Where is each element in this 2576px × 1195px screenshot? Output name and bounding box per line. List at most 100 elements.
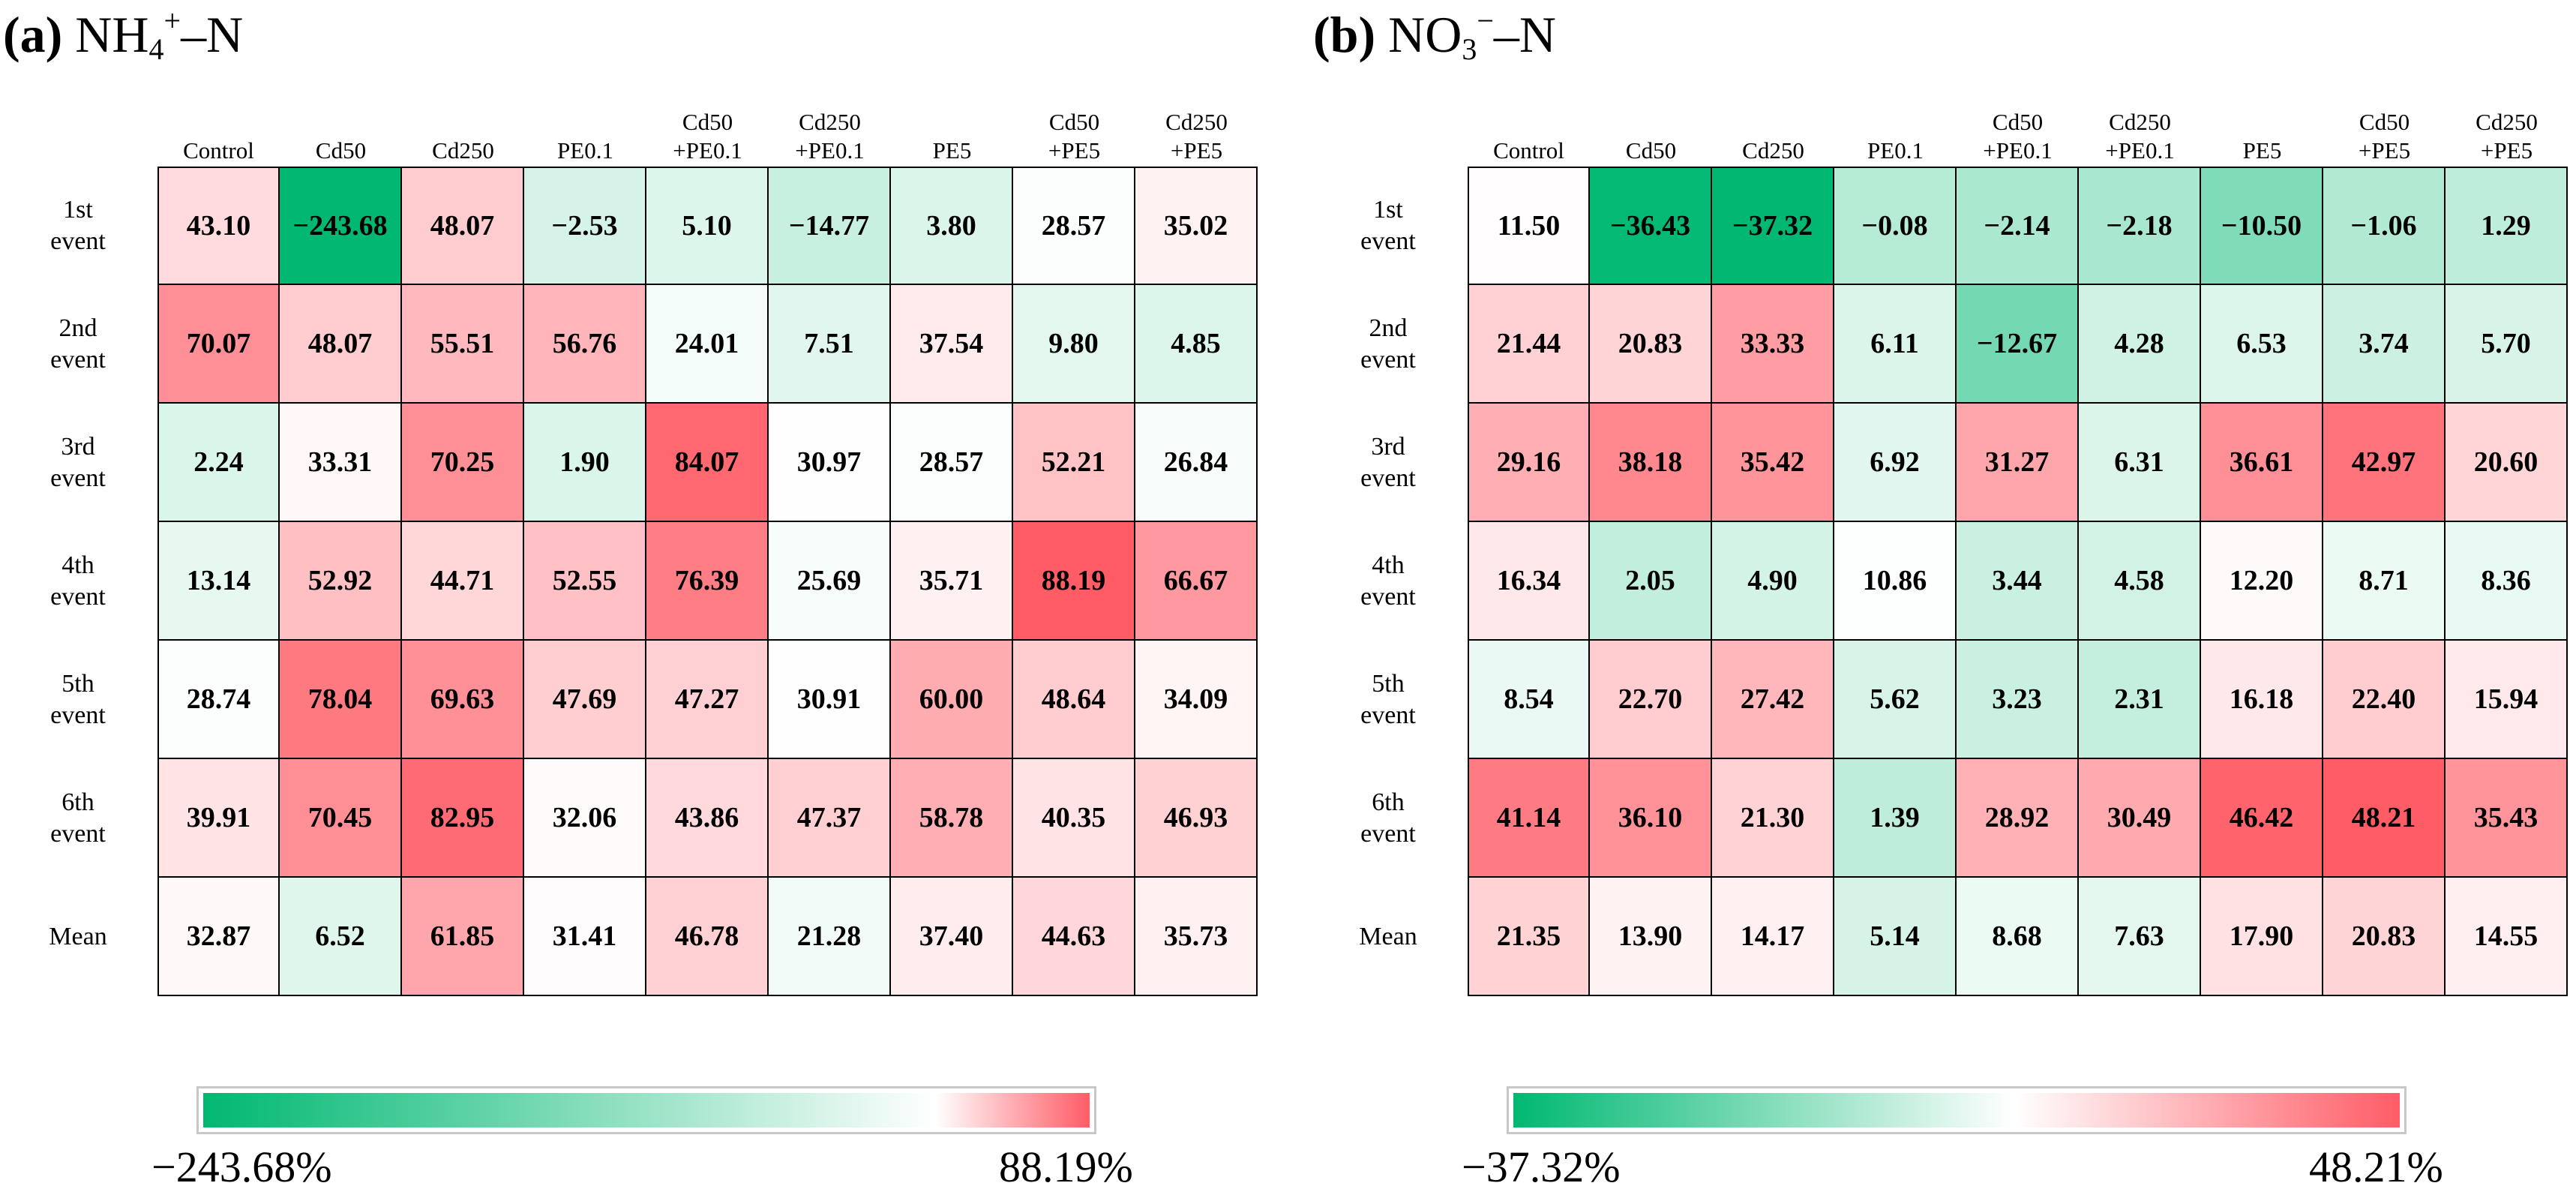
heatmap-cell-no3: 35.42 (1711, 402, 1834, 522)
heatmap-cell-no3: 4.58 (2077, 521, 2201, 641)
heatmap-cell-no3: 16.18 (2200, 639, 2323, 759)
row-header-0: 1st event (1360, 196, 1416, 255)
heatmap-cell-no3: 6.92 (1833, 402, 1957, 522)
heatmap-cell-no3: 5.62 (1833, 639, 1957, 759)
heatmap-cell-nh4: 1.90 (523, 402, 646, 522)
column-header-7: Cd50 +PE5 (2358, 109, 2411, 164)
heatmap-cell-nh4: 30.97 (767, 402, 891, 522)
heatmap-cell-no3: −2.18 (2077, 167, 2201, 285)
row-header-1: 2nd event (1360, 314, 1416, 374)
title-sup: + (163, 4, 181, 38)
heatmap-cell-no3: 13.90 (1588, 876, 1712, 996)
column-header-5: Cd250 +PE0.1 (2105, 109, 2175, 164)
heatmap-cell-nh4: 46.78 (645, 876, 769, 996)
heatmap-cell-no3: 42.97 (2322, 402, 2446, 522)
heatmap-cell-no3: 41.14 (1468, 758, 1590, 878)
row-header-5: 6th event (1360, 788, 1416, 848)
heatmap-cell-nh4: 47.27 (645, 639, 769, 759)
heatmap-cell-nh4: 24.01 (645, 284, 769, 404)
heatmap-cell-nh4: 43.10 (157, 167, 280, 285)
heatmap-cell-nh4: 32.87 (157, 876, 280, 996)
heatmap-cell-nh4: 70.25 (400, 402, 524, 522)
colorbar-gradient (1513, 1093, 2400, 1127)
heatmap-cell-nh4: 52.21 (1012, 402, 1135, 522)
row-header-5: 6th event (50, 788, 106, 848)
heatmap-cell-no3: 33.33 (1711, 284, 1834, 404)
heatmap-cell-no3: 36.10 (1588, 758, 1712, 878)
heatmap-cell-nh4: 6.52 (278, 876, 402, 996)
column-header-0: Control (1493, 137, 1564, 164)
column-header-4: Cd50 +PE0.1 (673, 109, 742, 164)
heatmap-cell-nh4: 84.07 (645, 402, 769, 522)
heatmap-cell-nh4: 3.80 (889, 167, 1013, 285)
heatmap-panel-no3: (b) NO3−–N Control Cd50 Cd250 PE0.1 Cd50 +PE0.… (1310, 0, 2576, 1195)
column-header-6: PE5 (2242, 137, 2282, 164)
column-header-2: Cd250 (432, 137, 494, 164)
heatmap-cell-nh4: 37.54 (889, 284, 1013, 404)
heatmap-cell-no3: 35.43 (2444, 758, 2568, 878)
heatmap-cell-nh4: 30.91 (767, 639, 891, 759)
row-header-1: 2nd event (50, 314, 106, 374)
panel-title: (b) NO3−–N (1313, 3, 1556, 66)
heatmap-cell-nh4: 56.76 (523, 284, 646, 404)
heatmap-cell-no3: 46.42 (2200, 758, 2323, 878)
row-header-6: Mean (1359, 923, 1417, 950)
heatmap-cell-no3: 5.14 (1833, 876, 1957, 996)
row-header-6: Mean (49, 923, 107, 950)
heatmap-cell-no3: 4.28 (2077, 284, 2201, 404)
heatmap-cell-no3: −10.50 (2200, 167, 2323, 285)
heatmap-cell-no3: 17.90 (2200, 876, 2323, 996)
heatmap-cell-no3: 16.34 (1468, 521, 1590, 641)
column-header-2: Cd250 (1742, 137, 1804, 164)
heatmap-cell-nh4: 25.69 (767, 521, 891, 641)
column-header-0: Control (183, 137, 254, 164)
column-header-3: PE0.1 (557, 137, 613, 164)
heatmap-cell-nh4: 35.02 (1134, 167, 1258, 285)
column-header-8: Cd250 +PE5 (2476, 109, 2538, 164)
heatmap-cell-nh4: 66.67 (1134, 521, 1258, 641)
column-header-8: Cd250 +PE5 (1165, 109, 1228, 164)
heatmap-cell-no3: 22.40 (2322, 639, 2446, 759)
heatmap-cell-no3: 27.42 (1711, 639, 1834, 759)
heatmap-cell-no3: 36.61 (2200, 402, 2323, 522)
heatmap-cell-no3: 11.50 (1468, 167, 1590, 285)
heatmap-cell-no3: 20.83 (2322, 876, 2446, 996)
heatmap-cell-no3: 14.17 (1711, 876, 1834, 996)
heatmap-cell-nh4: 47.69 (523, 639, 646, 759)
heatmap-cell-nh4: 13.14 (157, 521, 280, 641)
heatmap-cell-nh4: 4.85 (1134, 284, 1258, 404)
heatmap-cell-nh4: 40.35 (1012, 758, 1135, 878)
heatmap-cell-no3: 8.68 (1955, 876, 2079, 996)
row-header-3: 4th event (50, 551, 106, 611)
heatmap-cell-nh4: 43.86 (645, 758, 769, 878)
heatmap-cell-nh4: 7.51 (767, 284, 891, 404)
heatmap-cell-nh4: 52.55 (523, 521, 646, 641)
heatmap-cell-nh4: 2.24 (157, 402, 280, 522)
heatmap-cell-no3: −36.43 (1588, 167, 1712, 285)
heatmap-cell-no3: 21.35 (1468, 876, 1590, 996)
colorbar-min-label: −243.68% (151, 1142, 332, 1191)
heatmap-cell-no3: 6.11 (1833, 284, 1957, 404)
heatmap-cell-no3: 20.83 (1588, 284, 1712, 404)
heatmap-cell-no3: 15.94 (2444, 639, 2568, 759)
heatmap-cell-no3: 10.86 (1833, 521, 1957, 641)
heatmap-cell-no3: 12.20 (2200, 521, 2323, 641)
heatmap-cell-nh4: 31.41 (523, 876, 646, 996)
heatmap-cell-nh4: 33.31 (278, 402, 402, 522)
heatmap-cell-nh4: 44.63 (1012, 876, 1135, 996)
column-header-3: PE0.1 (1867, 137, 1924, 164)
column-header-1: Cd50 (1625, 137, 1677, 164)
colorbar-min-label: −37.32% (1462, 1142, 1621, 1191)
heatmap-cell-nh4: 76.39 (645, 521, 769, 641)
heatmap-cell-no3: 29.16 (1468, 402, 1590, 522)
row-header-4: 5th event (50, 670, 106, 729)
heatmap-cell-no3: 7.63 (2077, 876, 2201, 996)
heatmap-cell-nh4: 37.40 (889, 876, 1013, 996)
heatmap-cell-nh4: −14.77 (767, 167, 891, 285)
heatmap-cell-no3: 30.49 (2077, 758, 2201, 878)
colorbar-gradient (203, 1093, 1090, 1127)
heatmap-cell-nh4: 5.10 (645, 167, 769, 285)
heatmap-cell-nh4: 60.00 (889, 639, 1013, 759)
heatmap-cell-nh4: 21.28 (767, 876, 891, 996)
title-sub: 3 (1462, 32, 1477, 66)
